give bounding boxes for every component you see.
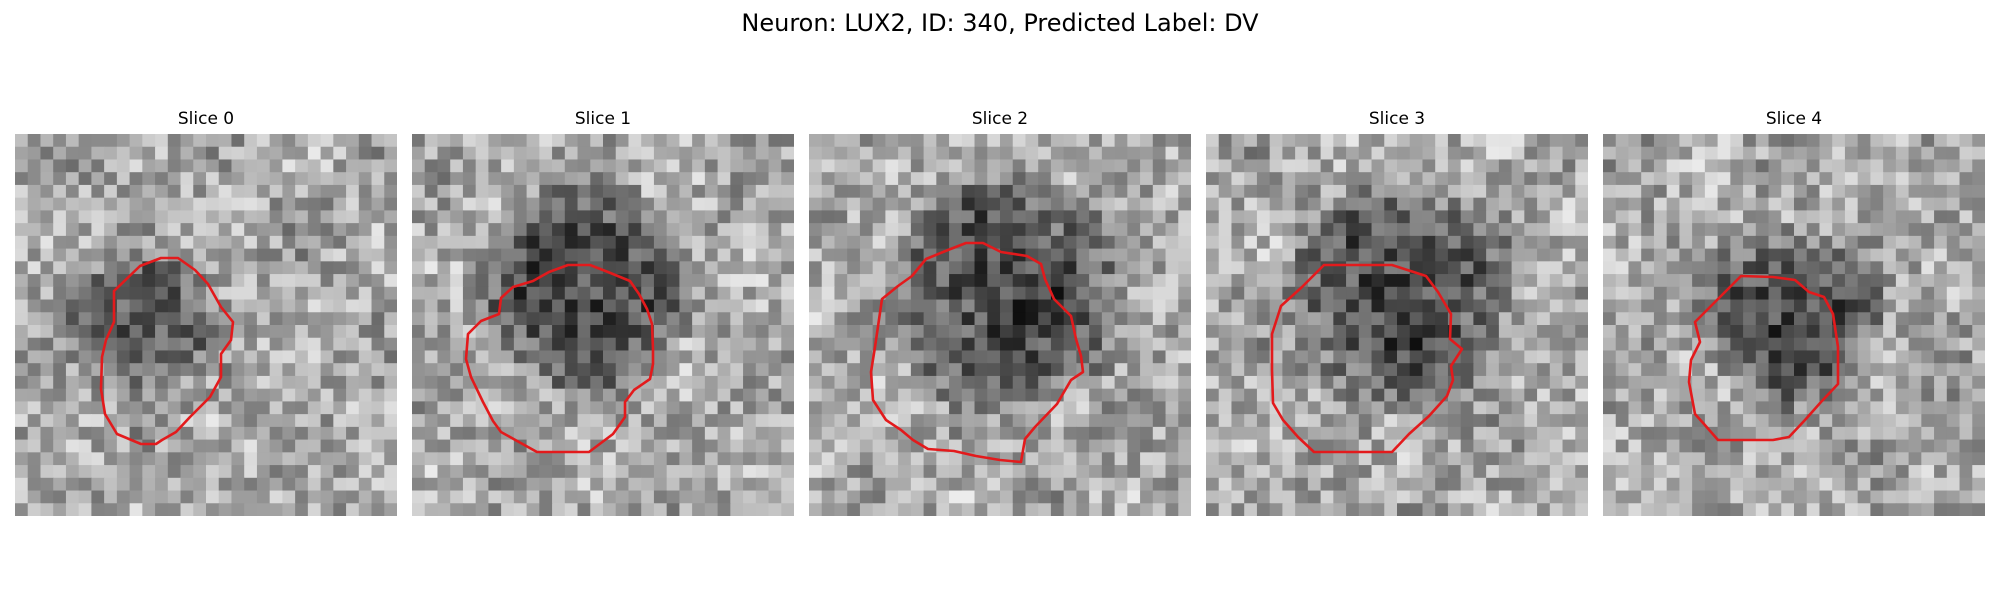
neuron-contour — [99, 256, 235, 446]
slice-title: Slice 2 — [971, 109, 1029, 129]
slice-panel-1: Slice 1 — [412, 108, 794, 516]
microscopy-slice-image — [809, 134, 1191, 516]
slice-panel-3: Slice 3 — [1206, 108, 1588, 516]
slice-title: Slice 1 — [574, 109, 632, 129]
neuron-contour — [869, 241, 1085, 464]
slice-panel-4: Slice 4 — [1603, 108, 1985, 516]
neuron-contour — [464, 263, 655, 454]
neuron-contour — [1270, 263, 1464, 454]
pixel-grid — [1206, 134, 1588, 516]
pixel-grid — [412, 134, 794, 516]
neuron-contour — [1687, 274, 1840, 442]
microscopy-slice-image — [412, 134, 794, 516]
pixel-grid — [809, 134, 1191, 516]
pixel-grid — [1603, 134, 1985, 516]
microscopy-slice-image — [1603, 134, 1985, 516]
pixel-grid — [15, 134, 397, 516]
slice-panel-2: Slice 2 — [809, 108, 1191, 516]
slice-title: Slice 4 — [1765, 109, 1823, 129]
slice-panel-0: Slice 0 — [15, 108, 397, 516]
slice-title: Slice 3 — [1368, 109, 1426, 129]
figure-title: Neuron: LUX2, ID: 340, Predicted Label: … — [741, 9, 1259, 37]
microscopy-slice-image — [15, 134, 397, 516]
slice-title: Slice 0 — [177, 109, 235, 129]
microscopy-slice-image — [1206, 134, 1588, 516]
